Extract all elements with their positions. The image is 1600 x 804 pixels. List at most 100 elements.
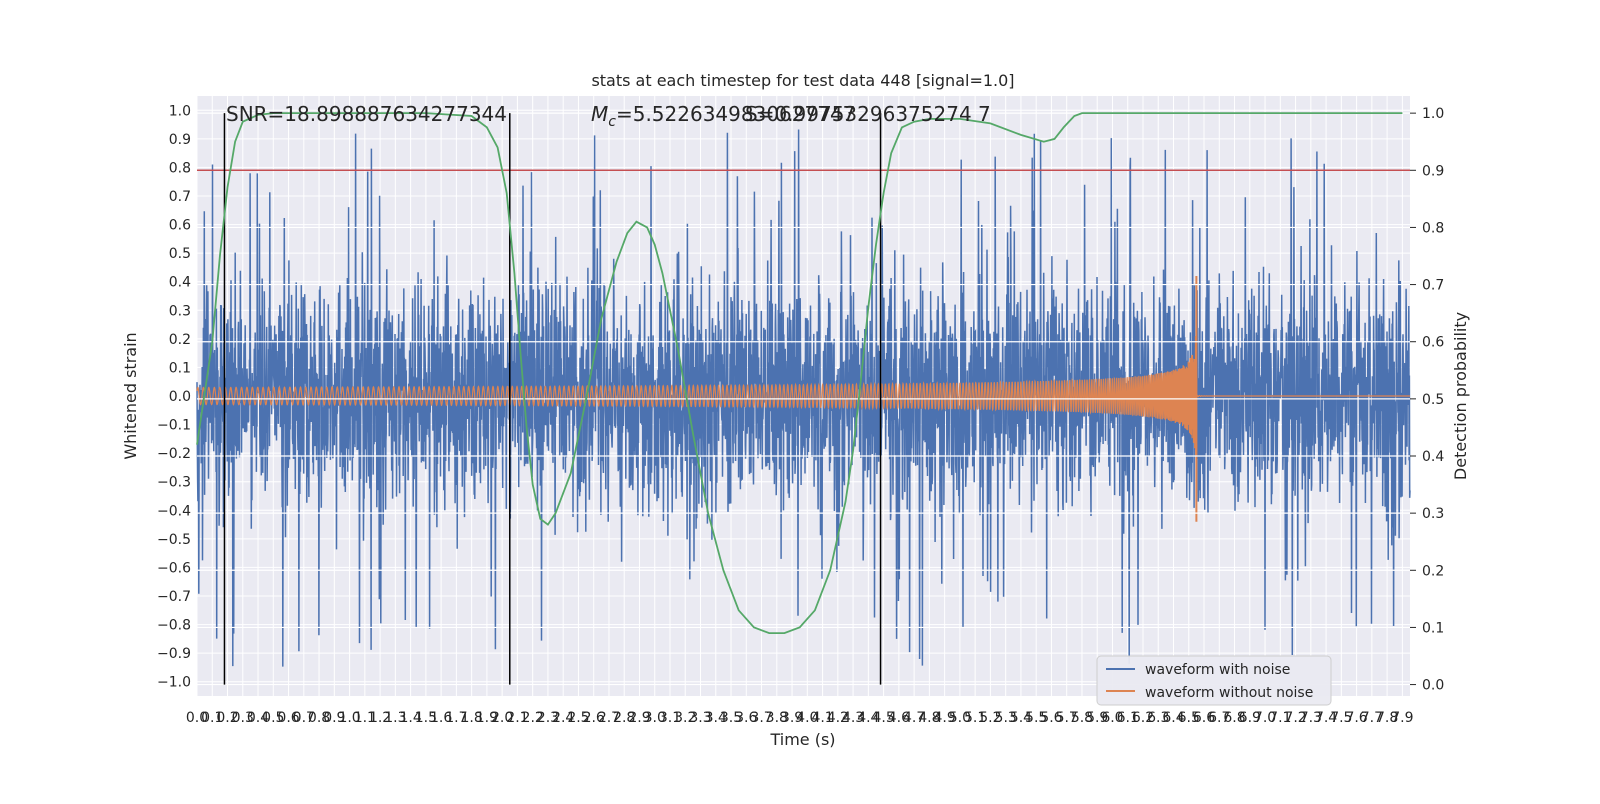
x-tick-label: 2.6 [583,710,605,726]
x-tick-label: 7.7 [1361,710,1383,726]
x-tick-label: 4.2 [827,710,849,726]
x-tick-label: 1.1 [354,710,376,726]
x-tick-label: 7.8 [1376,710,1398,726]
x-tick-label: 7.1 [1269,710,1291,726]
clean-waveform-line [196,327,1410,456]
x-tick-label: 6.4 [1162,710,1184,726]
x-tick-label: 5.7 [1056,710,1078,726]
x-tick-label: 4.8 [918,710,940,726]
legend-label-noisy: waveform with noise [1145,662,1290,678]
chirp-mass-symbol: M [591,102,608,126]
x-tick-label: 3.3 [689,710,711,726]
x-tick-label: 1.7 [445,710,467,726]
y-tick-label-left: 0.9 [169,132,191,148]
y-tick-label-right: 0.4 [1422,449,1444,465]
x-tick-label: 7.5 [1330,710,1352,726]
x-tick-label: 2.7 [598,710,620,726]
x-tick-label: 0.1 [201,710,223,726]
x-tick-label: 3.5 [720,710,742,726]
overlap-annotation: S=0.99753296375274 7 [745,102,991,126]
x-tick-label: 6.5 [1178,710,1200,726]
x-tick-label: 0.8 [308,710,330,726]
x-tick-label: 4.3 [842,710,864,726]
y-tick-label-left: 0.7 [169,189,191,205]
x-tick-label: 6.7 [1208,710,1230,726]
x-tick-label: 4.1 [811,710,833,726]
x-tick-label: 2.9 [628,710,650,726]
x-tick-label: 5.2 [979,710,1001,726]
x-tick-label: 0.6 [277,710,299,726]
chart-title: stats at each timestep for test data 448… [591,71,1014,90]
y-tick-label-left: 1.0 [169,103,191,119]
x-tick-label: 3.4 [705,710,727,726]
x-tick-label: 3.1 [659,710,681,726]
x-tick-label: 2.3 [537,710,559,726]
chirp-mass-annotation: Mc=5.5226349830627747 [591,102,855,130]
x-tick-label: 1.3 [384,710,406,726]
chirp-mass-value: =5.5226349830627747 [616,102,855,126]
y-tick-label-right: 0.3 [1422,506,1444,522]
y-tick-label-right: 0.1 [1422,620,1444,636]
y-tick-label-left: 0.4 [169,275,191,291]
x-tick-label: 0.5 [262,710,284,726]
y-axis-label-left: Whitened strain [121,332,140,459]
x-tick-label: 6.1 [1117,710,1139,726]
legend: waveform with noise waveform without noi… [1096,655,1332,706]
y-tick-label-left: −0.4 [157,503,191,519]
x-tick-label: 2.8 [613,710,635,726]
x-tick-label: 5.4 [1010,710,1032,726]
x-tick-label: 4.6 [888,710,910,726]
legend-box [1096,655,1332,706]
x-tick-label: 3.6 [735,710,757,726]
x-tick-label: 2.5 [567,710,589,726]
x-tick-label: 0.2 [216,710,238,726]
y-tick-label-left: −0.2 [157,446,191,462]
x-tick-label: 7.3 [1300,710,1322,726]
y-tick-label-left: −0.8 [157,618,191,634]
x-tick-label: 3.9 [781,710,803,726]
y-tick-label-left: 0.6 [169,218,191,234]
legend-label-clean: waveform without noise [1145,685,1313,701]
x-tick-label: 5.3 [995,710,1017,726]
noisy-waveform-line [196,129,1411,667]
x-tick-label: 5.1 [964,710,986,726]
y-axis-label-right: Detection probability [1451,312,1470,480]
x-tick-label: 6.6 [1193,710,1215,726]
x-tick-label: 4.7 [903,710,925,726]
y-tick-label-left: −0.7 [157,589,191,605]
x-tick-label: 5.8 [1071,710,1093,726]
x-tick-label: 1.8 [461,710,483,726]
x-tick-label: 3.8 [766,710,788,726]
x-tick-label: 1.4 [399,710,421,726]
y-tick-label-left: −0.3 [157,475,191,491]
y-tick-label-right: 0.8 [1422,220,1444,236]
x-tick-label: 0.4 [247,710,269,726]
y-tick-label-left: 0.3 [169,303,191,319]
y-tick-label-right: 0.0 [1422,678,1444,694]
x-tick-label: 7.2 [1284,710,1306,726]
y-tick-label-left: 0.8 [169,160,191,176]
x-tick-label: 0.0 [186,710,208,726]
x-tick-label: 0.3 [232,710,254,726]
x-tick-label: 7.0 [1254,710,1276,726]
x-tick-label: 2.0 [491,710,513,726]
y-tick-label-right: 0.7 [1422,278,1444,294]
x-tick-label: 4.5 [872,710,894,726]
x-tick-label: 7.4 [1315,710,1337,726]
x-tick-label: 3.7 [750,710,772,726]
x-tick-label: 5.9 [1086,710,1108,726]
x-tick-label: 1.0 [338,710,360,726]
x-tick-label: 2.1 [506,710,528,726]
y-tick-label-left: −0.5 [157,532,191,548]
detection-probability-line [196,112,1403,634]
x-axis-label: Time (s) [769,730,835,749]
y-tick-label-left: 0.5 [169,246,191,262]
y-tick-label-right: 0.2 [1422,563,1444,579]
series-detection-probability [196,112,1403,634]
x-tick-label: 4.4 [857,710,879,726]
y-tick-label-right: 0.6 [1422,335,1444,351]
x-tick-label: 7.9 [1391,710,1413,726]
x-tick-label: 3.0 [644,710,666,726]
y-tick-label-left: 0.0 [169,389,191,405]
